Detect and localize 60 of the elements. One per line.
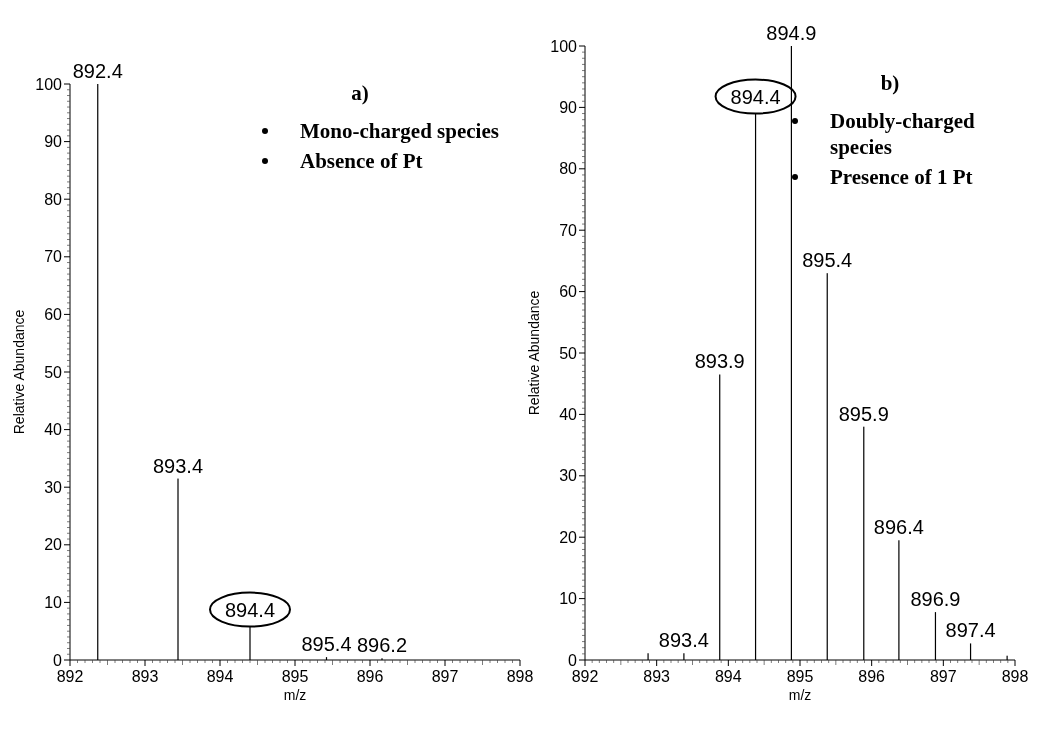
annotation: a) [351, 81, 369, 105]
y-tick-label: 30 [44, 478, 63, 496]
y-tick-label: 20 [44, 536, 63, 554]
x-tick-label: 892 [571, 668, 599, 685]
y-tick-label: 40 [44, 421, 63, 439]
y-tick-label: 90 [559, 99, 578, 116]
annotation: 894.4 [224, 598, 276, 621]
y-tick-label: 50 [559, 344, 578, 362]
y-tick-label: 30 [559, 467, 578, 485]
x-tick-label: 896 [858, 668, 886, 685]
y-axis-title: Relative Abundance [11, 309, 27, 435]
annotation: 896.4 [873, 516, 924, 539]
x-tick-label: 895 [786, 668, 814, 685]
x-tick-label: 897 [431, 668, 459, 685]
annotation: 893.9 [694, 350, 745, 373]
x-tick-label: 893 [643, 668, 671, 685]
annotation: Doubly-charged species [830, 109, 975, 159]
annotation: 893.4 [658, 629, 709, 652]
y-tick-label: 60 [44, 306, 63, 323]
y-tick-label: 40 [559, 406, 578, 423]
y-tick-label: 20 [559, 528, 578, 546]
annotation: 896.9 [910, 588, 961, 611]
annotation: 895.4 [802, 249, 853, 272]
annotation: 897.4 [945, 619, 996, 642]
annotation: 894.9 [766, 22, 817, 44]
x-tick-label: 893 [131, 668, 159, 685]
annotation: Mono-charged species [300, 119, 499, 143]
annotation: 892.4 [72, 60, 123, 82]
y-tick-label: 80 [559, 160, 578, 178]
x-axis-title: m/z [788, 687, 812, 703]
x-tick-label: 897 [929, 668, 957, 685]
y-tick-label: 90 [44, 133, 63, 151]
x-tick-label: 896 [356, 668, 384, 685]
y-tick-label: 10 [559, 590, 578, 608]
y-tick-label: 80 [44, 190, 63, 208]
x-tick-label: 898 [1001, 668, 1029, 685]
annotation: Absence of Pt [300, 149, 423, 173]
annotation: 893.4 [152, 454, 204, 477]
x-tick-label: 895 [281, 668, 309, 685]
annotation: b) [880, 71, 900, 95]
y-tick-label: 70 [44, 248, 63, 266]
y-tick-label: 0 [53, 651, 63, 669]
x-tick-label: 892 [56, 668, 84, 685]
y-tick-label: 0 [568, 651, 578, 669]
y-tick-label: 70 [559, 221, 578, 239]
annotation: 894.4 [730, 85, 781, 108]
annotation: 896.2 [356, 634, 408, 657]
y-tick-label: 100 [550, 37, 578, 55]
annotation: Presence of 1 Pt [830, 165, 973, 189]
y-axis-title: Relative Abundance [526, 290, 542, 416]
x-tick-label: 898 [506, 668, 534, 685]
y-tick-label: 100 [35, 75, 63, 93]
y-tick-label: 50 [44, 363, 63, 381]
x-tick-label: 894 [714, 668, 742, 685]
x-tick-label: 894 [206, 668, 234, 685]
annotation: 895.9 [838, 402, 889, 425]
x-axis-title: m/z [283, 687, 307, 703]
y-tick-label: 60 [559, 283, 578, 301]
y-tick-label: 10 [44, 594, 63, 611]
annotation: 895.4 [301, 633, 352, 656]
